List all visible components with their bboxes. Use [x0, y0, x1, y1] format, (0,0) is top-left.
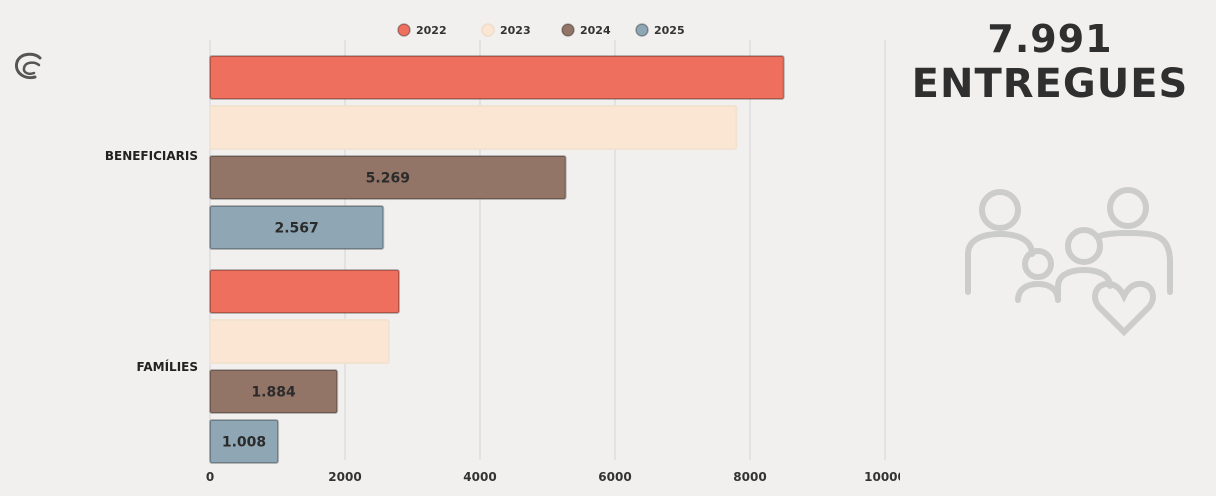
bar-2023-beneficiaris [209, 105, 738, 150]
delivered-count: 7.991 [987, 17, 1113, 61]
data-label: 1.008 [222, 435, 266, 451]
bar-2025-families [209, 419, 280, 464]
bar-2024-families [209, 369, 339, 414]
x-tick-label: 0 [206, 470, 214, 484]
category-label: FAMÍLIES [137, 359, 198, 374]
bar-2022-beneficiaris [209, 55, 785, 100]
bar-2024-beneficiaris [209, 155, 567, 200]
x-tick-label: 8000 [733, 470, 766, 484]
x-tick-label: 4000 [463, 470, 496, 484]
bar-chart: 5.269 2.567 BENEFICIARIS 1.884 1.008 FAMÍLIES… [105, 23, 900, 484]
delivered-label: ENTREGUES [911, 61, 1189, 107]
bar-2022-families [209, 269, 400, 314]
legend-label: 2022 [416, 24, 447, 37]
data-label: 5.269 [366, 171, 410, 187]
data-label: 1.884 [251, 385, 296, 401]
legend-marker [561, 23, 575, 37]
swirl-logo-icon [14, 52, 42, 80]
legend-marker [481, 23, 495, 37]
legend-marker [635, 23, 649, 37]
data-label: 2.567 [274, 221, 318, 237]
family-heart-icon [965, 187, 1173, 337]
legend-marker [397, 23, 411, 37]
legend-label: 2023 [500, 24, 531, 37]
legend-label: 2024 [580, 24, 611, 37]
headline: 7.991 ENTREGUES [900, 20, 1200, 104]
x-tick-label: 2000 [328, 470, 361, 484]
legend-label: 2025 [654, 24, 685, 37]
x-tick-label: 10000 [864, 470, 900, 484]
category-label: BENEFICIARIS [105, 149, 198, 163]
bar-2023-families [209, 319, 390, 364]
bar-2025-beneficiaris [209, 205, 385, 250]
x-tick-label: 6000 [598, 470, 631, 484]
